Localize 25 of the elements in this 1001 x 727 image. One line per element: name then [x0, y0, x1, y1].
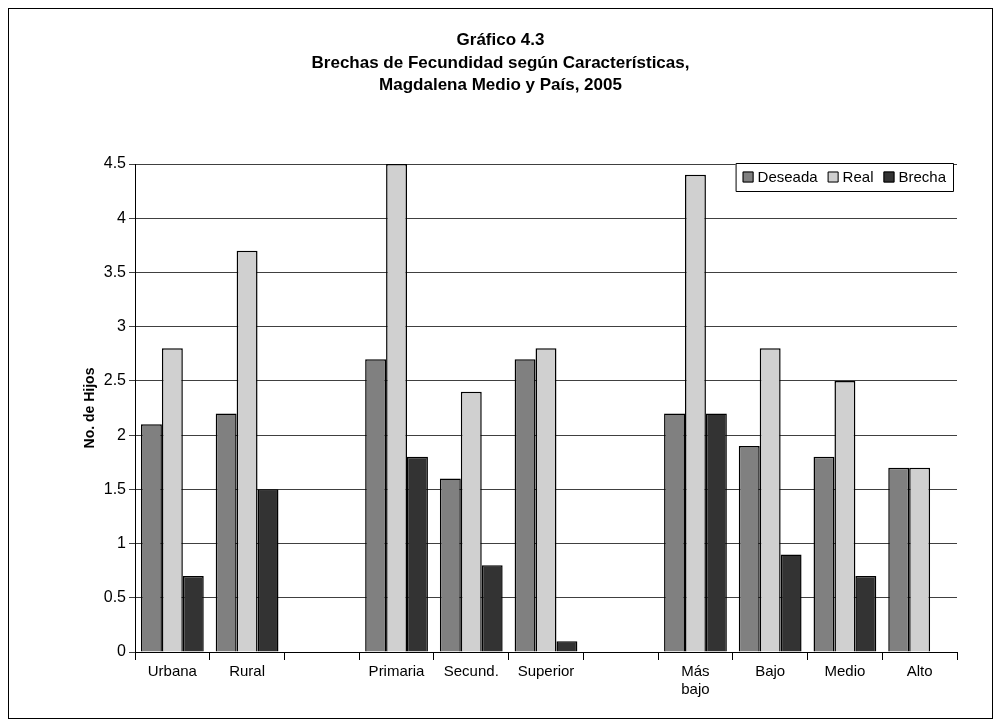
legend-label: Deseada	[757, 168, 819, 186]
y-tick-label: 4	[117, 208, 127, 226]
y-tick-label: 3	[117, 317, 127, 335]
y-tick-label: 2	[117, 425, 127, 443]
y-tick-label: 1	[117, 533, 127, 551]
x-tick-label: Secund.	[443, 662, 499, 680]
x-tick-label: Alto	[906, 662, 933, 680]
y-tick-label: 0.5	[103, 588, 127, 606]
y-tick-label: 0	[117, 642, 127, 660]
y-tick-label: 2.5	[103, 371, 127, 389]
chart-subtitle: Brechas de Fecundidad según Características, Magdalena Medio y País, 2005	[310, 51, 691, 96]
x-tick-label: Urbana	[147, 662, 198, 680]
y-tick-label: 1.5	[103, 479, 127, 497]
y-tick-label: 4.5	[103, 154, 127, 172]
x-tick-label: Primaria	[368, 662, 426, 680]
x-tick-label: Bajo	[755, 662, 786, 680]
y-axis-title: No. de Hijos	[81, 367, 98, 449]
x-tick-label: Más bajo	[681, 662, 710, 698]
x-tick-label: Rural	[229, 662, 266, 680]
y-tick-label: 3.5	[103, 262, 127, 280]
legend-label: Real	[842, 168, 874, 186]
x-tick-label: Superior	[517, 662, 575, 680]
chart-title: Gráfico 4.3	[455, 29, 546, 51]
x-tick-label: Medio	[824, 662, 866, 680]
legend-label: Brecha	[898, 168, 947, 186]
